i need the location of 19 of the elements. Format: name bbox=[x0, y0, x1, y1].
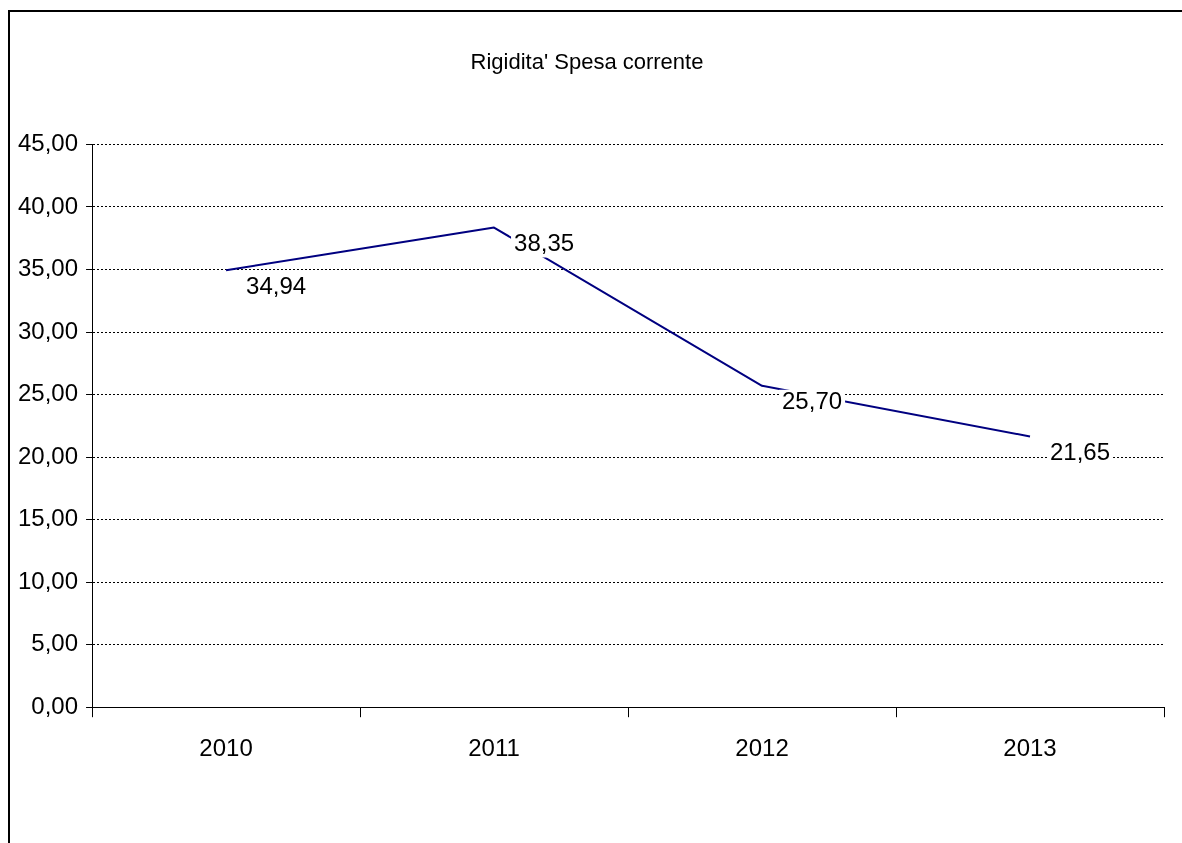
y-tick-label: 35,00 bbox=[18, 254, 79, 282]
data-label: 34,94 bbox=[246, 271, 307, 299]
y-tick-label: 10,00 bbox=[18, 566, 79, 594]
x-tick-label: 2012 bbox=[735, 734, 789, 762]
y-tick-label: 45,00 bbox=[18, 129, 79, 157]
y-tick-label: 0,00 bbox=[31, 691, 79, 719]
y-tick-label: 25,00 bbox=[18, 379, 79, 407]
x-tick-label: 2011 bbox=[468, 734, 520, 762]
data-label: 21,65 bbox=[1050, 438, 1111, 466]
x-tick-label: 2013 bbox=[1003, 734, 1057, 762]
chart-title: Rigidita' Spesa corrente bbox=[470, 49, 704, 75]
y-tick-label: 15,00 bbox=[18, 504, 79, 532]
y-tick-label: 30,00 bbox=[18, 316, 79, 344]
data-label: 25,70 bbox=[782, 387, 843, 415]
y-tick-label: 20,00 bbox=[18, 441, 79, 469]
y-tick-label: 40,00 bbox=[18, 191, 79, 219]
data-label: 38,35 bbox=[514, 229, 575, 257]
x-tick-label: 2010 bbox=[199, 734, 253, 762]
y-tick-label: 5,00 bbox=[31, 629, 79, 657]
